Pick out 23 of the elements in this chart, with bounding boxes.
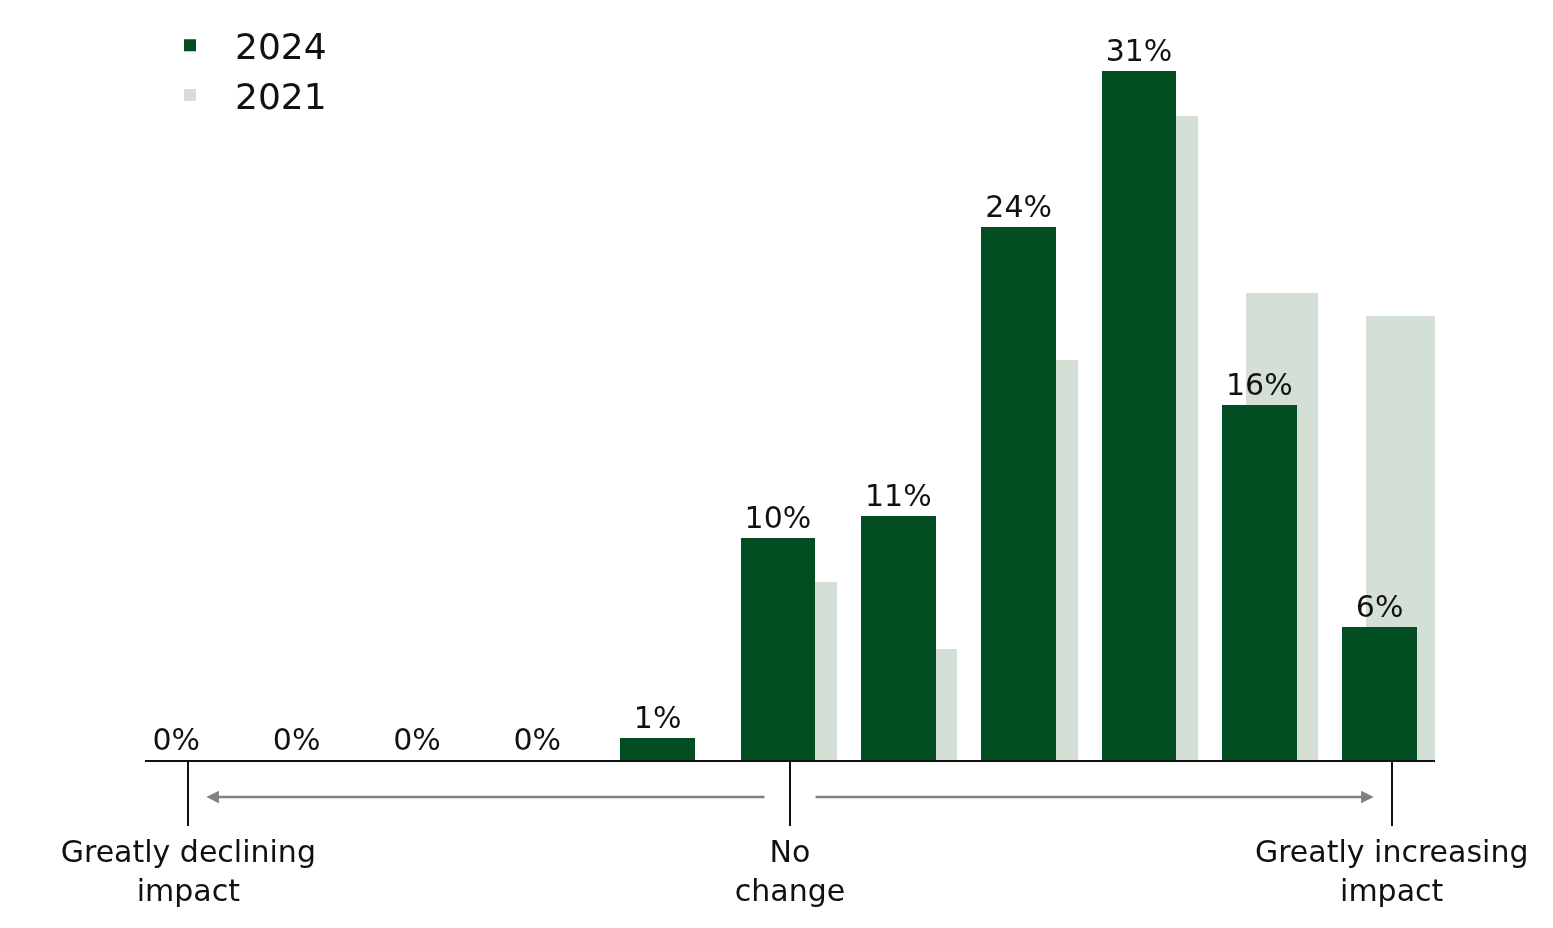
data-label: 6% bbox=[1355, 588, 1404, 624]
data-label: 0% bbox=[272, 722, 321, 757]
x-tick-label: Greatly declining impact bbox=[60, 834, 316, 908]
data-label: 0% bbox=[152, 722, 201, 757]
data-label: 11% bbox=[864, 477, 932, 513]
data-label: 24% bbox=[985, 188, 1052, 224]
bar bbox=[740, 537, 816, 760]
bar bbox=[620, 737, 695, 760]
data-label: 0% bbox=[393, 722, 441, 757]
x-tick-label: Greatly increasing impact bbox=[1254, 834, 1529, 908]
data-label: 16% bbox=[1225, 366, 1293, 402]
data-label: 31% bbox=[1105, 33, 1173, 69]
data-label: 10% bbox=[744, 499, 812, 535]
bar bbox=[981, 226, 1056, 760]
bar bbox=[1342, 626, 1417, 760]
legend-label: 2021 bbox=[235, 76, 327, 118]
bar bbox=[861, 515, 936, 760]
data-label: 0% bbox=[513, 722, 562, 757]
legend-label: 2024 bbox=[235, 26, 327, 68]
data-label: 1% bbox=[633, 699, 682, 735]
x-tick-label: No change bbox=[734, 834, 846, 908]
bar bbox=[1101, 71, 1177, 760]
bar bbox=[1222, 404, 1297, 760]
